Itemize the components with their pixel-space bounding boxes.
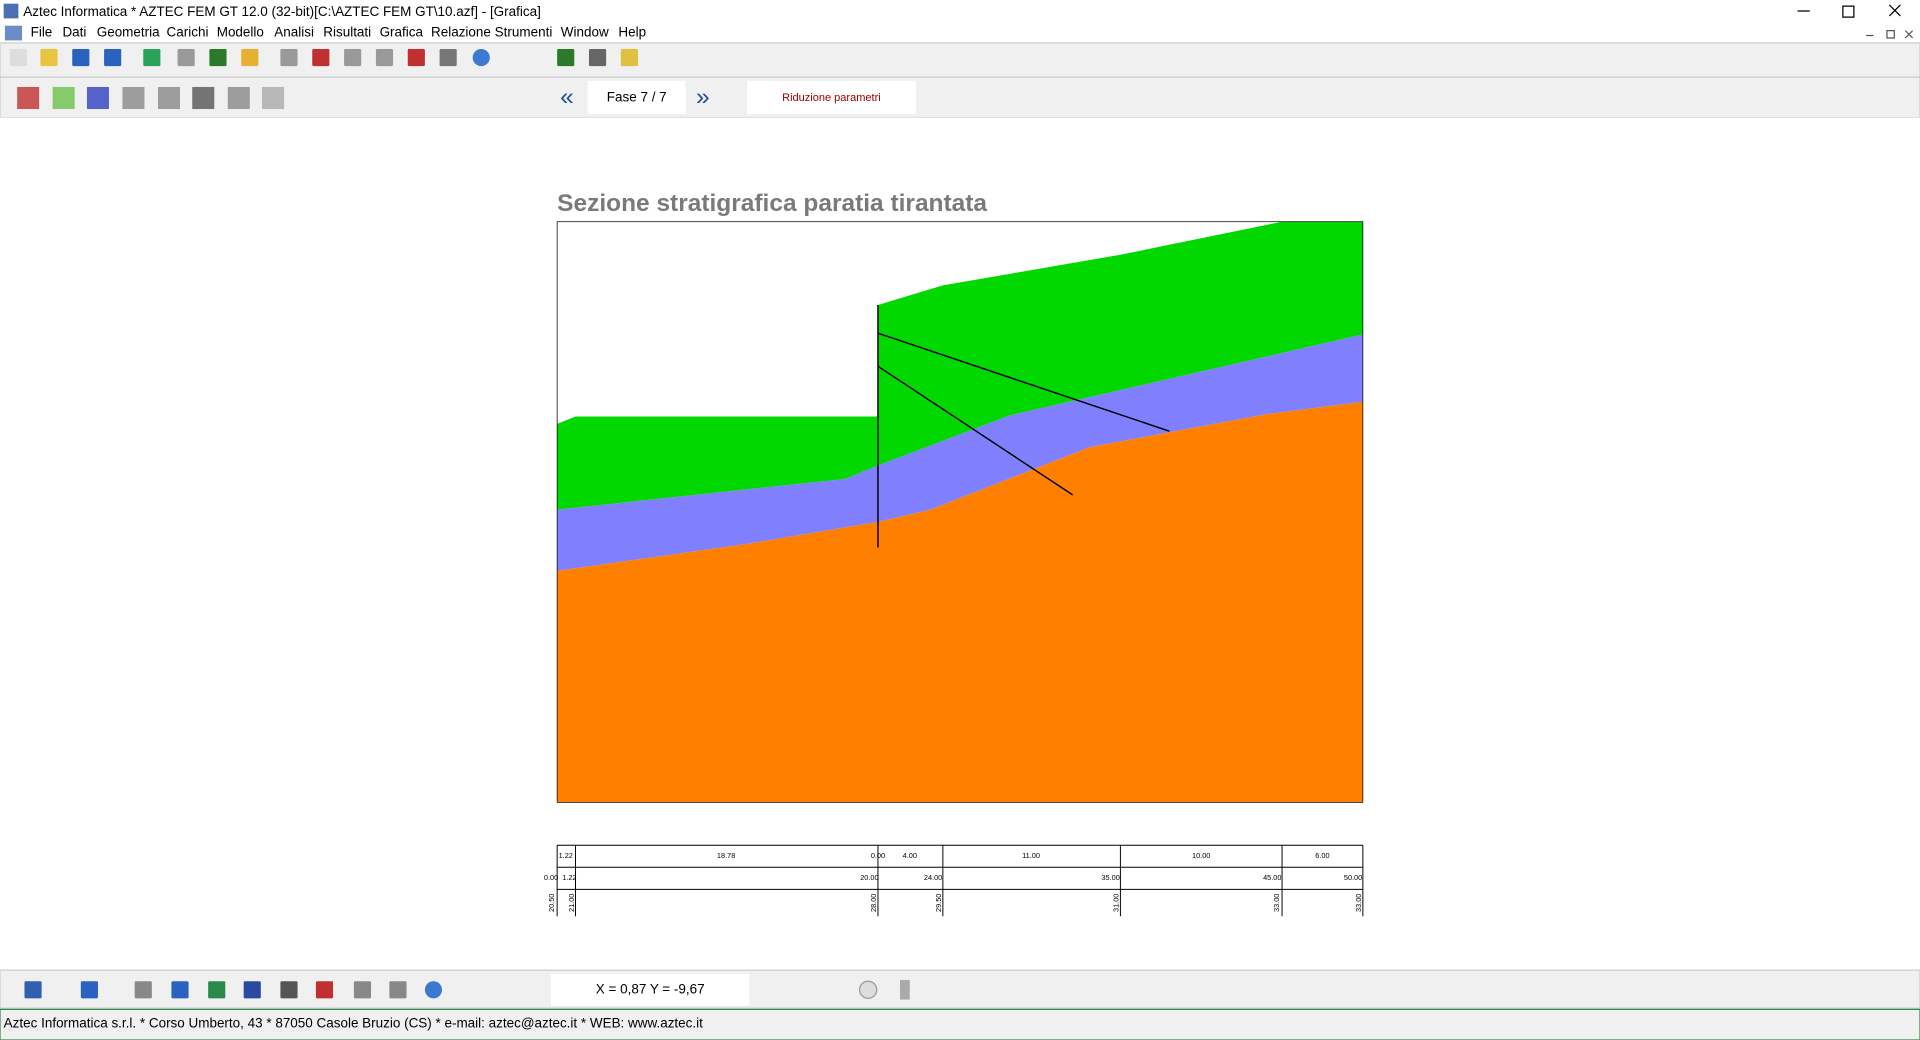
- tool-button[interactable]: [243, 981, 261, 999]
- coords-box: [551, 973, 750, 1006]
- tool-button[interactable]: [208, 981, 226, 999]
- soil-layer-3: [557, 401, 1363, 803]
- width-label: 10.00: [1192, 851, 1210, 860]
- tool-button[interactable]: [143, 48, 161, 67]
- tool-button[interactable]: [104, 48, 122, 67]
- tool-button[interactable]: [375, 48, 394, 67]
- window-controls[interactable]: [1797, 4, 1901, 18]
- tool-button[interactable]: [80, 981, 98, 999]
- tool-button[interactable]: [312, 48, 330, 67]
- tool-button[interactable]: [192, 86, 215, 110]
- tool-button[interactable]: [122, 86, 145, 110]
- elevation-label: 28.00: [869, 894, 878, 912]
- phase-label: Fase 7 / 7: [607, 90, 667, 105]
- phase-box: [587, 80, 686, 114]
- menu-item[interactable]: Window: [561, 25, 609, 40]
- section-frame: [556, 221, 1364, 803]
- width-label: 1.22: [559, 851, 573, 860]
- menu-item[interactable]: Modello: [217, 25, 264, 40]
- width-label: 6.00: [1315, 851, 1329, 860]
- menu-item[interactable]: Help: [618, 25, 646, 40]
- wall-and-anchors: [877, 305, 1170, 548]
- menu-item[interactable]: Grafica: [380, 25, 424, 40]
- play-button[interactable]: [858, 980, 878, 999]
- menu-item[interactable]: Risultati: [323, 25, 371, 40]
- tool-button[interactable]: [353, 981, 372, 999]
- coords: X = 0,87 Y = -9,67: [596, 981, 705, 996]
- elevation-label: 33.00: [1272, 894, 1281, 912]
- tool-button[interactable]: [9, 48, 27, 67]
- tool-button[interactable]: [439, 48, 457, 67]
- menu-item[interactable]: Analisi: [274, 25, 314, 40]
- mode-box[interactable]: [746, 80, 916, 114]
- width-label: 4.00: [903, 851, 917, 860]
- menu-item[interactable]: Relazione: [431, 25, 491, 40]
- drawing-title: Sezione stratigrafica paratia tirantata: [557, 190, 987, 217]
- menu-item[interactable]: Carichi: [167, 25, 209, 40]
- menu-item[interactable]: Dati: [62, 25, 86, 40]
- tool-button[interactable]: [171, 981, 189, 999]
- doc-icon: [4, 25, 23, 41]
- menu-item[interactable]: Geometria: [97, 25, 160, 40]
- app-icon: [3, 3, 19, 19]
- tool-button[interactable]: [40, 48, 58, 67]
- tool-button[interactable]: [209, 48, 227, 67]
- abscissa-label: 24.00: [924, 873, 942, 882]
- tool-button[interactable]: [157, 86, 180, 110]
- menu-item[interactable]: Strumenti: [495, 25, 553, 40]
- title-bar: [0, 0, 1920, 25]
- tool-button[interactable]: [262, 86, 285, 110]
- tool-button[interactable]: [24, 981, 42, 999]
- tool-button[interactable]: [315, 981, 334, 999]
- soil-layer-2: [557, 334, 1363, 571]
- abscissa-label: 1.22: [562, 873, 576, 882]
- menu-bar: [0, 24, 1920, 43]
- tool-button[interactable]: [344, 48, 362, 67]
- abscissa-label: 45.00: [1263, 873, 1281, 882]
- tool-button[interactable]: [557, 48, 575, 67]
- elevation-label: 29.50: [934, 894, 943, 912]
- toolbar-2: [0, 76, 1920, 119]
- tool-button[interactable]: [620, 48, 638, 67]
- abscissa-label: 35.00: [1101, 873, 1119, 882]
- elevation-label: 21.00: [567, 894, 576, 912]
- footer: Aztec Informatica s.r.l. * Corso Umberto…: [4, 1016, 703, 1031]
- tool-button[interactable]: [86, 86, 109, 110]
- elevation-label: 33.00: [1354, 894, 1363, 912]
- width-label: 11.00: [1022, 851, 1040, 860]
- width-label: 18.78: [717, 851, 735, 860]
- elevation-label: 31.00: [1112, 894, 1121, 912]
- slider[interactable]: [900, 979, 910, 1000]
- tool-button[interactable]: [227, 86, 250, 110]
- mode-label[interactable]: Riduzione parametri: [782, 92, 881, 104]
- tool-button[interactable]: [407, 48, 425, 67]
- abscissa-label: 20.00: [860, 873, 878, 882]
- tool-button[interactable]: [241, 48, 259, 67]
- tool-button[interactable]: [177, 48, 195, 67]
- window-title: Aztec Informatica * AZTEC FEM GT 12.0 (3…: [23, 4, 541, 19]
- tool-button[interactable]: [134, 981, 152, 999]
- tool-button[interactable]: [472, 48, 490, 67]
- width-label: 0.00: [871, 851, 885, 860]
- doc-controls[interactable]: [1866, 30, 1914, 39]
- abscissa-label: 50.00: [1344, 873, 1362, 882]
- tool-button[interactable]: [424, 981, 443, 999]
- tool-button[interactable]: [17, 86, 40, 110]
- soil-layer-1: [557, 221, 1363, 510]
- tool-button[interactable]: [280, 981, 298, 999]
- status-bar: [0, 1008, 1920, 1040]
- tool-button[interactable]: [389, 981, 407, 999]
- elevation-label: 20.50: [547, 894, 556, 912]
- prev-phase[interactable]: «: [560, 83, 574, 110]
- next-phase[interactable]: »: [696, 83, 710, 110]
- tool-button[interactable]: [588, 48, 607, 67]
- abscissa-label: 0.00: [544, 873, 558, 882]
- menu-item[interactable]: File: [31, 25, 53, 40]
- tool-button[interactable]: [52, 86, 75, 110]
- dimension-grid: [556, 844, 1364, 917]
- tool-button[interactable]: [280, 48, 298, 67]
- tool-button[interactable]: [72, 48, 90, 67]
